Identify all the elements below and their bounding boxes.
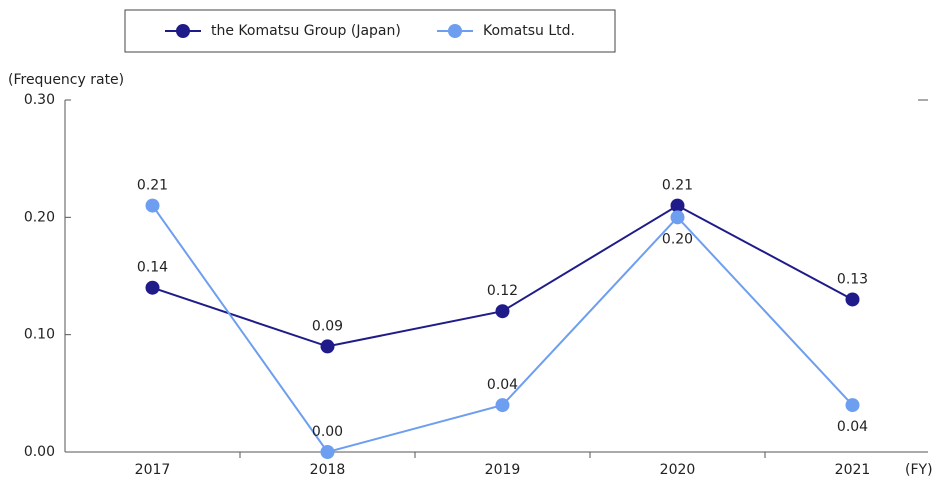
x-tick-label: 2019: [485, 462, 521, 478]
point: [670, 210, 685, 225]
data-label: 0.00: [312, 424, 343, 440]
legend-label: Komatsu Ltd.: [483, 23, 575, 39]
data-label: 0.14: [137, 260, 168, 276]
data-label: 0.21: [137, 178, 168, 194]
data-label: 0.13: [837, 271, 868, 287]
point: [495, 398, 510, 413]
data-label: 0.09: [312, 318, 343, 334]
data-label: 0.04: [487, 377, 518, 393]
point: [670, 198, 685, 213]
legend-label: the Komatsu Group (Japan): [211, 23, 401, 39]
y-tick-label: 0.20: [24, 209, 55, 225]
data-label: 0.20: [662, 231, 693, 247]
x-axis-label: (FY): [905, 462, 933, 478]
data-label: 0.12: [487, 283, 518, 299]
legend-box: [124, 9, 616, 53]
y-tick-label: 0.30: [24, 92, 55, 108]
y-tick-label: 0.10: [24, 327, 55, 343]
legend-marker: [176, 24, 190, 38]
point: [145, 280, 160, 295]
point: [845, 292, 860, 307]
data-label: 0.21: [662, 178, 693, 194]
y-axis-label: (Frequency rate): [8, 72, 124, 88]
legend-marker: [448, 24, 462, 38]
point: [320, 339, 335, 354]
y-tick-label: 0.00: [24, 444, 55, 460]
point: [845, 398, 860, 413]
point: [320, 445, 335, 459]
data-label: 0.04: [837, 419, 868, 435]
x-tick-label: 2017: [135, 462, 171, 478]
series-line: [152, 204, 853, 348]
x-tick-label: 2018: [310, 462, 346, 478]
x-tick-label: 2021: [835, 462, 871, 478]
point: [145, 198, 160, 213]
point: [495, 304, 510, 319]
x-tick-label: 2020: [660, 462, 696, 478]
